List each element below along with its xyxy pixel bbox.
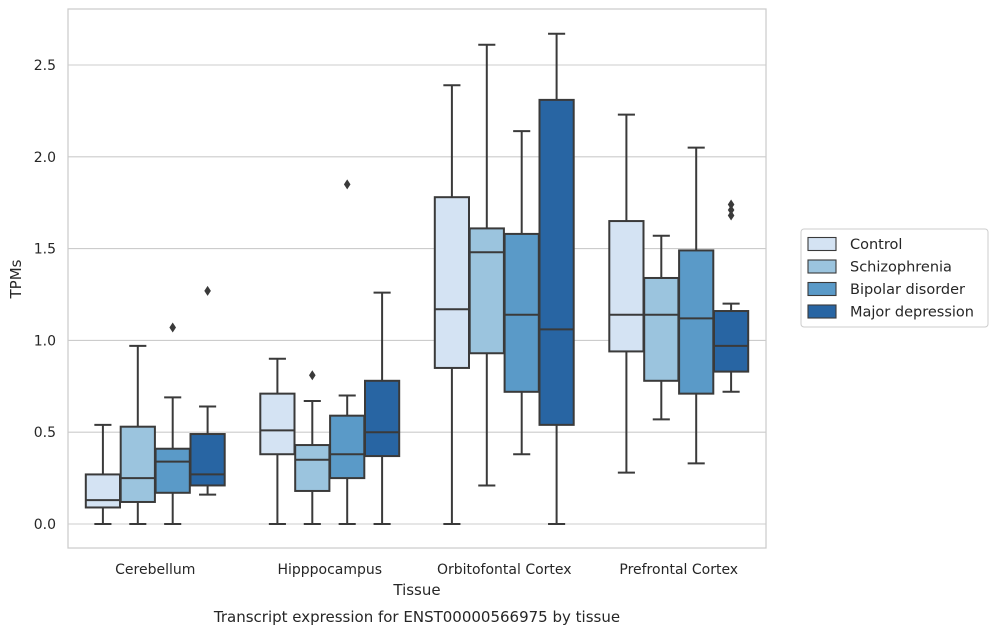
x-axis-label: Tissue bbox=[392, 581, 440, 599]
x-tick-label: Prefrontal Cortex bbox=[619, 562, 738, 578]
outlier-marker bbox=[727, 210, 735, 221]
box-2-2 bbox=[503, 130, 540, 456]
box-1-0 bbox=[119, 344, 156, 525]
legend-swatch bbox=[807, 304, 837, 319]
iqr-box bbox=[678, 249, 715, 395]
outlier-marker bbox=[169, 322, 176, 333]
x-tick-label: Hipppocampus bbox=[277, 562, 382, 578]
iqr-box bbox=[503, 232, 540, 393]
box-1-2 bbox=[468, 43, 505, 487]
box-0-2 bbox=[433, 84, 471, 525]
y-axis-ticks: 0.0 0.5 1.0 1.5 2.0 2.5 bbox=[34, 58, 56, 533]
legend-label: Schizophrenia bbox=[850, 260, 952, 276]
iqr-box bbox=[538, 98, 575, 426]
iqr-box bbox=[643, 276, 680, 382]
legend-frame bbox=[800, 228, 989, 328]
plot-frame bbox=[67, 8, 767, 549]
iqr-box bbox=[712, 310, 750, 373]
legend-label: Major depression bbox=[850, 305, 974, 321]
y-tick-label: 0.5 bbox=[34, 425, 56, 441]
iqr-box bbox=[84, 473, 122, 509]
plot-area bbox=[84, 32, 750, 525]
box-3-3 bbox=[712, 199, 750, 393]
iqr-box bbox=[294, 444, 331, 492]
y-tick-label: 1.0 bbox=[34, 333, 56, 349]
x-tick-label: Orbitofontal Cortex bbox=[437, 562, 572, 578]
legend-swatch bbox=[807, 259, 837, 274]
box-0-3 bbox=[608, 113, 645, 474]
iqr-box bbox=[119, 425, 156, 503]
box-3-1 bbox=[363, 291, 401, 525]
box-0-1 bbox=[259, 357, 296, 525]
x-tick-label: Cerebellum bbox=[115, 562, 195, 578]
legend: Control Schizophrenia Bipolar disorder Majo… bbox=[800, 228, 989, 328]
box-3-0 bbox=[189, 285, 226, 496]
legend-label: Control bbox=[850, 237, 902, 253]
y-tick-label: 2.5 bbox=[34, 58, 56, 74]
y-tick-label: 0.0 bbox=[34, 517, 56, 533]
iqr-box bbox=[189, 433, 226, 487]
box-1-3 bbox=[643, 234, 680, 421]
box-2-1 bbox=[329, 179, 366, 525]
outlier-marker bbox=[727, 205, 735, 216]
box-3-2 bbox=[538, 32, 575, 525]
legend-label: Bipolar disorder bbox=[850, 282, 965, 298]
chart-caption: Transcript expression for ENST0000056697… bbox=[213, 608, 620, 626]
iqr-box bbox=[259, 392, 296, 456]
x-axis-ticks: Cerebellum Hipppocampus Orbitofontal Corte… bbox=[115, 562, 738, 578]
box-2-3 bbox=[678, 146, 715, 465]
outlier-marker bbox=[204, 285, 211, 296]
iqr-box bbox=[433, 196, 471, 369]
y-axis-label: TPMs bbox=[7, 259, 25, 299]
iqr-box bbox=[468, 227, 505, 355]
iqr-box bbox=[363, 379, 401, 458]
legend-swatch bbox=[807, 236, 837, 252]
outlier-marker bbox=[727, 199, 735, 210]
iqr-box bbox=[608, 220, 645, 353]
box-0-0 bbox=[84, 423, 122, 525]
box-1-1 bbox=[294, 370, 331, 525]
box-2-0 bbox=[154, 322, 191, 525]
grid-lines bbox=[68, 64, 766, 525]
outlier-marker bbox=[343, 179, 351, 190]
y-tick-label: 2.0 bbox=[34, 150, 56, 166]
outlier-marker bbox=[309, 370, 316, 381]
iqr-box bbox=[154, 447, 191, 494]
legend-swatch bbox=[807, 281, 837, 297]
y-tick-label: 1.5 bbox=[34, 242, 56, 258]
iqr-box bbox=[329, 414, 366, 480]
